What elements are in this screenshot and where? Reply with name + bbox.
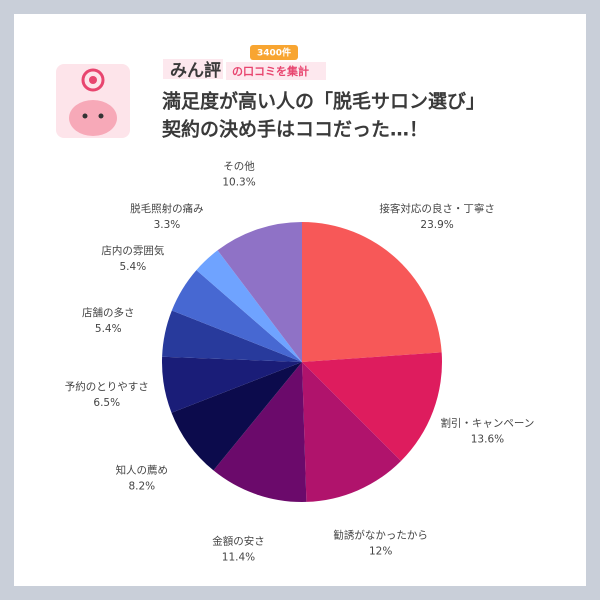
title-line: 契約の決め手はココだった…！ <box>161 118 428 141</box>
pie-slice <box>213 362 307 502</box>
slice-value: 10.3% <box>222 176 255 188</box>
icon-ring <box>81 68 105 92</box>
pie-slice <box>302 352 442 461</box>
pie-slice <box>171 362 302 471</box>
caption: の口コミを集計 <box>232 64 309 78</box>
slice-label: 脱毛照射の痛み <box>130 202 204 215</box>
slice-value: 12% <box>369 546 392 558</box>
caption-bg <box>226 62 326 80</box>
brand-bg <box>163 59 223 79</box>
slice-label: 金額の安さ <box>212 535 265 548</box>
pie-slice <box>162 310 302 362</box>
title-line: 満足度が高い人の「脱毛サロン選び」 <box>162 90 485 113</box>
badge-bg <box>250 45 298 60</box>
slice-label: その他 <box>223 159 255 172</box>
slice-value: 5.4% <box>95 323 122 335</box>
icon-dot <box>89 76 97 84</box>
badge: 3400件 <box>257 47 291 59</box>
slice-value: 3.3% <box>154 219 181 231</box>
slice-value: 8.2% <box>128 480 155 492</box>
slice-value: 13.6% <box>471 433 504 445</box>
slice-label: 店舗の多さ <box>82 306 135 319</box>
pie-slice <box>302 362 401 502</box>
slice-label: 店内の雰囲気 <box>101 244 164 257</box>
slice-value: 11.4% <box>222 552 255 564</box>
slice-label: 勧誘がなかったから <box>333 529 428 542</box>
slice-label: 割引・キャンペーン <box>440 416 534 429</box>
slice-label: 接客対応の良さ・丁寧さ <box>379 202 495 215</box>
pie-slice <box>162 356 302 413</box>
slice-value: 23.9% <box>420 219 453 231</box>
pie-slice <box>302 222 442 362</box>
pie-slice <box>217 222 302 362</box>
pie-slice <box>196 250 302 362</box>
slice-value: 5.4% <box>120 261 147 273</box>
icon-eye <box>82 113 88 119</box>
pie-slice <box>171 270 302 362</box>
slice-label: 予約のとりやすさ <box>65 380 149 393</box>
brand: みん評 <box>170 60 221 81</box>
slice-value: 6.5% <box>93 397 120 409</box>
icon-eye <box>98 113 104 119</box>
icon-face <box>69 100 117 136</box>
slice-label: 知人の薦め <box>116 463 169 476</box>
